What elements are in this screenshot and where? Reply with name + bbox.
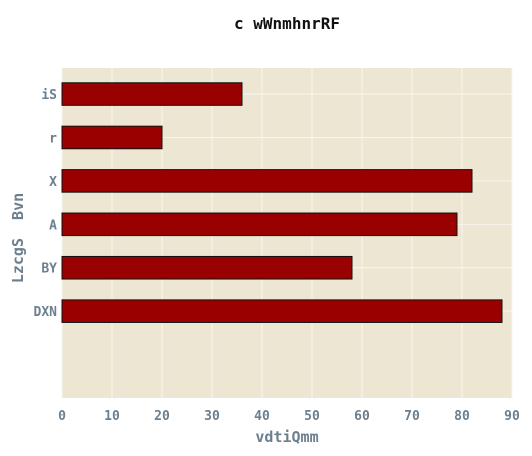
x-tick-label: 10 bbox=[104, 409, 120, 424]
x-tick-label: 30 bbox=[204, 409, 220, 424]
x-tick-label: 80 bbox=[454, 409, 470, 424]
x-tick-labels: 0 10 20 30 40 50 60 70 80 90 bbox=[58, 409, 520, 424]
bars bbox=[61, 82, 503, 323]
x-tick-label: 50 bbox=[304, 409, 320, 424]
x-tick-label: 90 bbox=[504, 409, 520, 424]
bar-iS bbox=[61, 82, 243, 106]
bar-r bbox=[61, 125, 163, 150]
bar-BY bbox=[61, 255, 353, 280]
x-tick-label: 70 bbox=[404, 409, 420, 424]
y-tick-label: DXN bbox=[34, 305, 58, 320]
y-tick-label: A bbox=[49, 218, 57, 233]
y-tick-label: X bbox=[49, 175, 57, 190]
chart-title: c wWnmhnrRF bbox=[234, 14, 340, 33]
y-tick-label: BY bbox=[41, 262, 57, 277]
y-tick-label: iS bbox=[41, 88, 57, 103]
bar-DXN bbox=[61, 299, 503, 323]
y-tick-labels: iS r X A BY DXN bbox=[34, 88, 58, 320]
y-tick-label: r bbox=[49, 131, 57, 146]
bar-X bbox=[61, 169, 473, 193]
x-tick-label: 40 bbox=[254, 409, 270, 424]
x-tick-label: 60 bbox=[354, 409, 370, 424]
x-tick-label: 0 bbox=[58, 409, 66, 424]
y-axis-label: LzcgS Bvn bbox=[9, 193, 27, 283]
x-axis-label: vdtiQmm bbox=[255, 428, 318, 446]
x-tick-label: 20 bbox=[154, 409, 170, 424]
bar-A bbox=[61, 212, 458, 237]
